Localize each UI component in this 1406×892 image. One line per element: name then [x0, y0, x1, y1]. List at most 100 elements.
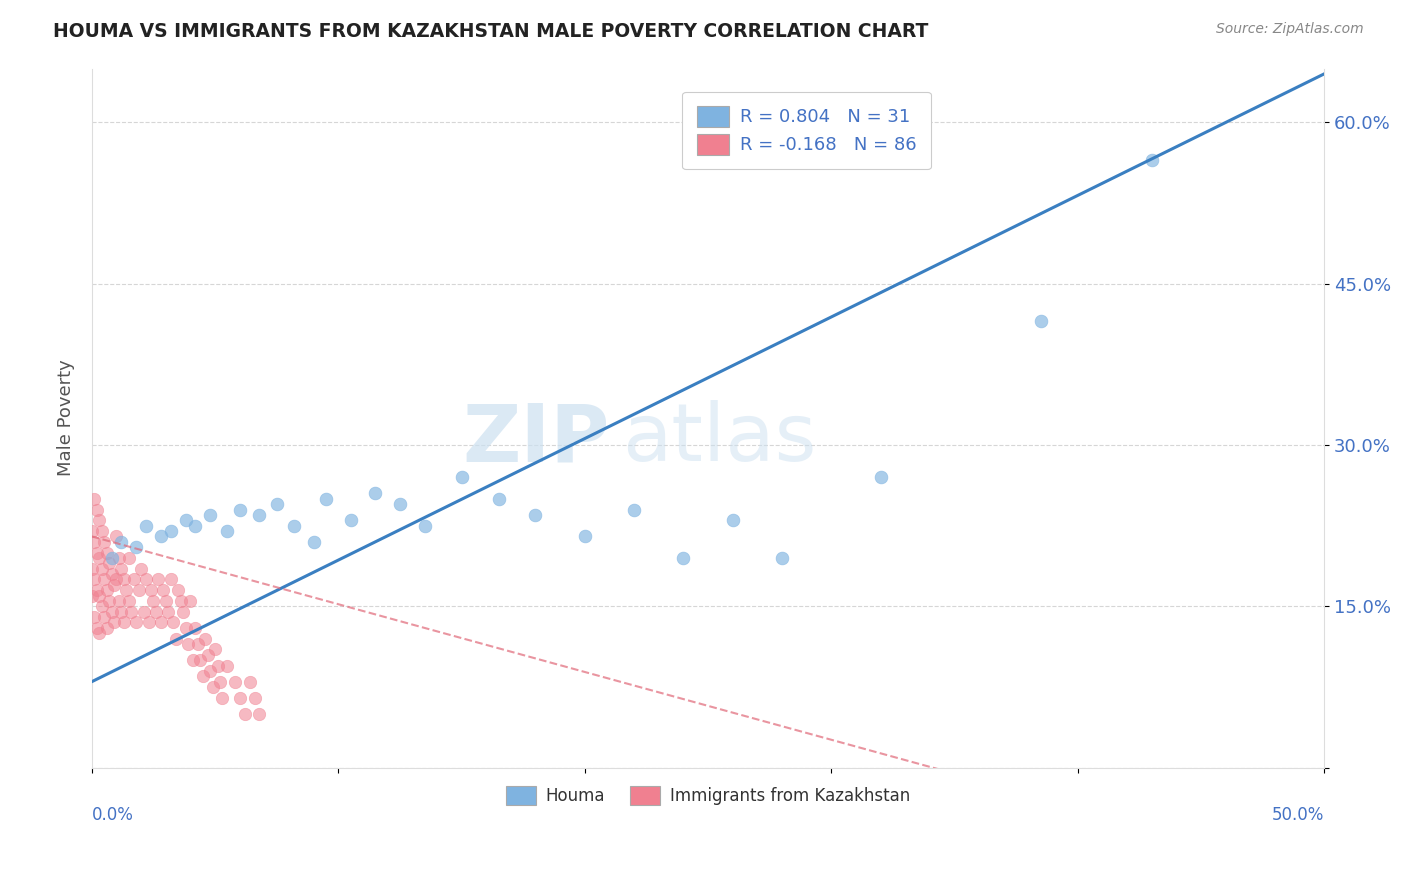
Point [96, 621, 118, 635]
Point [112, 573, 135, 587]
Point [302, 534, 325, 549]
Point [103, 615, 125, 630]
Point [229, 502, 252, 516]
Point [524, 508, 547, 522]
Point [125, 540, 148, 554]
Point [174, 513, 197, 527]
Point [198, 664, 221, 678]
Point [623, 502, 645, 516]
Point [243, 690, 266, 705]
Point [93, 573, 115, 587]
Point [224, 674, 246, 689]
Point [155, 594, 177, 608]
Point [98, 594, 121, 608]
Point [83, 491, 105, 506]
Text: 0.0%: 0.0% [91, 806, 134, 824]
Point [105, 529, 128, 543]
Point [197, 648, 219, 662]
Point [157, 605, 180, 619]
Point [110, 534, 132, 549]
Point [159, 524, 181, 538]
Point [152, 583, 174, 598]
Point [388, 497, 411, 511]
Point [98, 557, 121, 571]
Point [80, 524, 103, 538]
Point [128, 583, 150, 598]
Point [115, 583, 138, 598]
Point [188, 653, 211, 667]
Point [177, 637, 200, 651]
Point [208, 674, 231, 689]
Point [86, 583, 108, 598]
Point [184, 621, 207, 635]
Point [93, 534, 115, 549]
Point [339, 513, 361, 527]
Text: atlas: atlas [621, 401, 815, 478]
Text: ZIP: ZIP [463, 401, 609, 478]
Point [249, 706, 271, 721]
Point [194, 632, 217, 646]
Point [198, 508, 221, 522]
Point [83, 610, 105, 624]
Point [149, 615, 172, 630]
Point [869, 470, 891, 484]
Point [112, 615, 135, 630]
Point [574, 529, 596, 543]
Point [83, 573, 105, 587]
Point [165, 632, 187, 646]
Point [770, 551, 793, 566]
Point [135, 573, 157, 587]
Point [187, 637, 209, 651]
Point [413, 518, 436, 533]
Point [217, 524, 239, 538]
Point [162, 615, 184, 630]
Point [93, 610, 115, 624]
Point [110, 562, 132, 576]
Point [233, 706, 256, 721]
Point [488, 491, 510, 506]
Point [211, 690, 233, 705]
Point [138, 615, 160, 630]
Point [100, 567, 122, 582]
Point [100, 551, 122, 566]
Point [120, 605, 142, 619]
Point [1140, 153, 1163, 167]
Point [167, 583, 190, 598]
Point [217, 658, 239, 673]
Point [122, 573, 145, 587]
Point [204, 642, 226, 657]
Point [89, 551, 111, 566]
Point [364, 486, 387, 500]
Point [239, 674, 262, 689]
Point [207, 658, 229, 673]
Point [181, 653, 204, 667]
Point [86, 502, 108, 516]
Point [135, 518, 157, 533]
Point [132, 605, 155, 619]
Point [266, 497, 288, 511]
Point [315, 491, 337, 506]
Point [80, 589, 103, 603]
Point [89, 513, 111, 527]
Point [139, 583, 162, 598]
Point [89, 626, 111, 640]
Point [80, 562, 103, 576]
Text: HOUMA VS IMMIGRANTS FROM KAZAKHSTAN MALE POVERTY CORRELATION CHART: HOUMA VS IMMIGRANTS FROM KAZAKHSTAN MALE… [53, 22, 929, 41]
Point [90, 524, 112, 538]
Point [86, 621, 108, 635]
Point [96, 583, 118, 598]
Point [108, 551, 131, 566]
Point [96, 545, 118, 559]
Point [103, 578, 125, 592]
Point [100, 605, 122, 619]
Point [86, 545, 108, 559]
Point [159, 573, 181, 587]
Y-axis label: Male Poverty: Male Poverty [58, 359, 75, 476]
Point [110, 605, 132, 619]
Point [145, 605, 167, 619]
Point [83, 534, 105, 549]
Point [721, 513, 744, 527]
Point [118, 551, 141, 566]
Point [672, 551, 695, 566]
Point [249, 508, 271, 522]
